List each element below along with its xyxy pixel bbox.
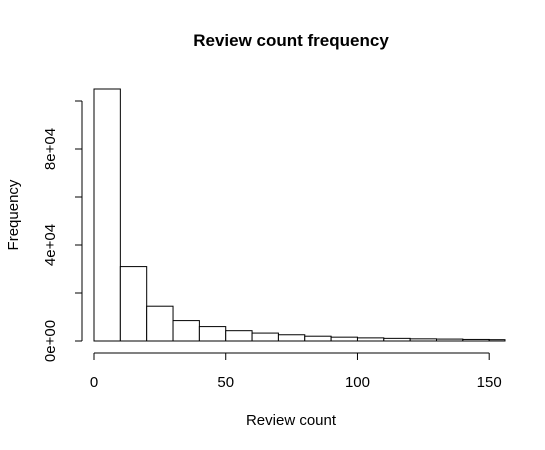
bars-group — [93, 88, 506, 342]
histogram-bar-4 — [198, 326, 227, 342]
histogram-bar-8 — [304, 335, 332, 342]
y-axis-label: Frequency — [5, 179, 22, 250]
x-tick-label-2: 100 — [345, 374, 370, 391]
x-axis: 0 50 100 150 — [90, 352, 502, 391]
y-tick-label-0: 0e+00 — [42, 320, 59, 362]
histogram-bar-7 — [277, 334, 306, 342]
histogram-bar-2 — [146, 305, 174, 342]
x-tick-label-0: 0 — [90, 374, 98, 391]
histogram-bar-11 — [383, 337, 411, 342]
histogram-bar-15 — [488, 339, 506, 342]
histogram-bar-12 — [409, 338, 437, 342]
histogram-bar-9 — [330, 336, 358, 342]
x-axis-label: Review count — [246, 412, 337, 429]
histogram-bar-1 — [119, 266, 148, 342]
histogram-bar-5 — [225, 330, 253, 342]
y-axis: 0e+00 4e+04 8e+04 — [42, 100, 83, 362]
histogram-bar-10 — [356, 337, 385, 342]
histogram-bar-14 — [462, 338, 490, 342]
histogram-bar-13 — [436, 338, 464, 342]
x-tick-label-1: 50 — [217, 374, 234, 391]
chart-title: Review count frequency — [193, 31, 389, 50]
histogram-bar-3 — [172, 320, 200, 342]
histogram-bar-0 — [93, 88, 121, 342]
histogram-bar-6 — [251, 332, 279, 342]
x-tick-label-3: 150 — [477, 374, 502, 391]
y-tick-label-4: 8e+04 — [42, 128, 59, 170]
y-tick-label-2: 4e+04 — [42, 224, 59, 266]
